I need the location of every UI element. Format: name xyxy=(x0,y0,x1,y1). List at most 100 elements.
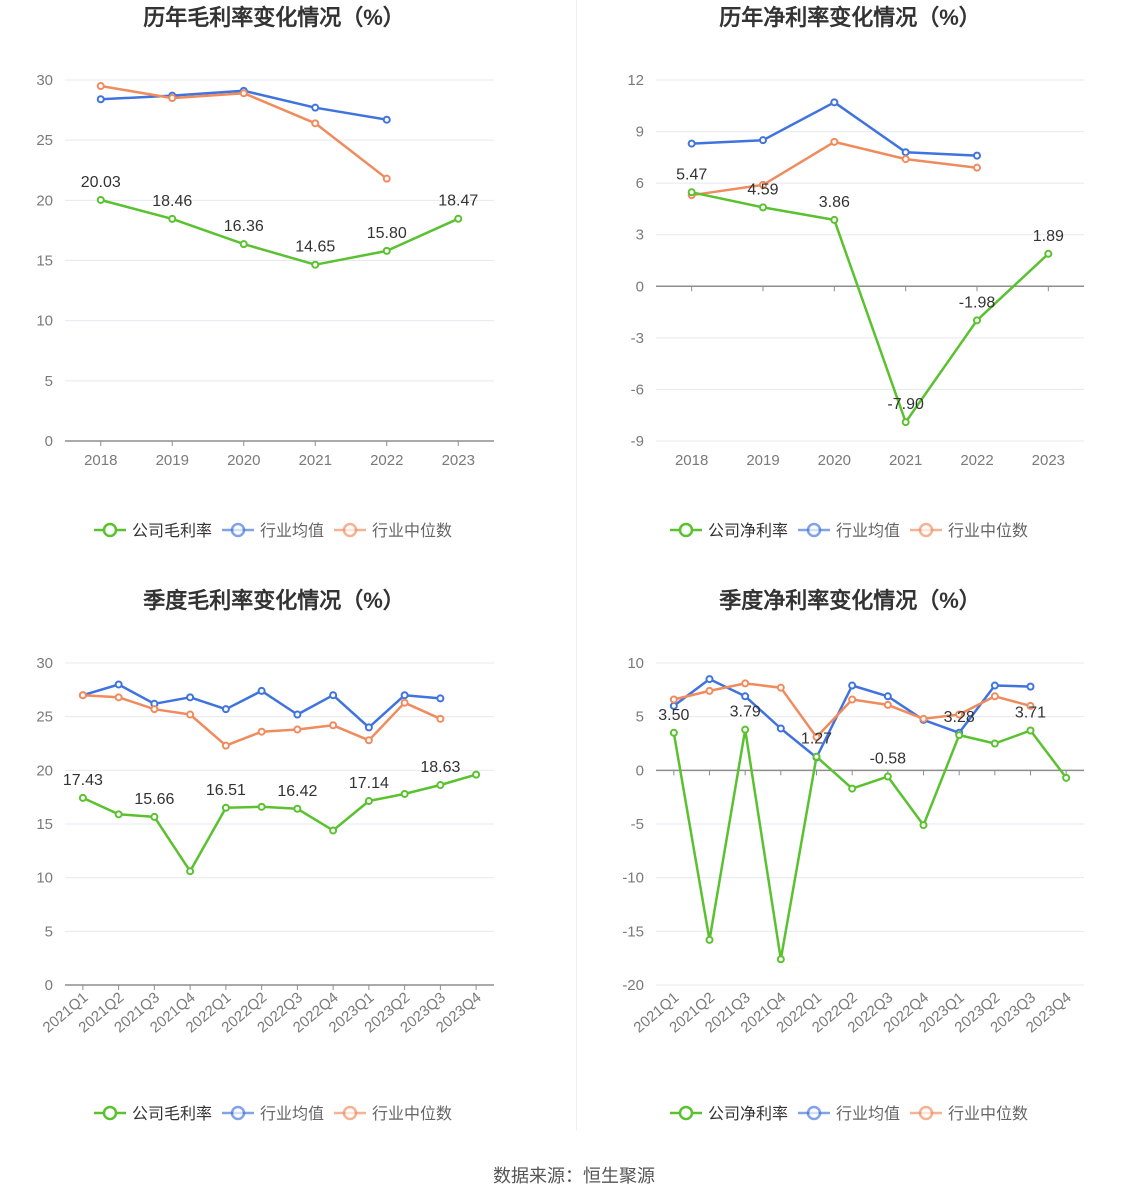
legend-marker-icon xyxy=(918,1105,934,1121)
data-point xyxy=(150,705,159,714)
legend-marker-icon xyxy=(342,1105,358,1121)
legend-marker-icon xyxy=(230,1105,246,1121)
data-point xyxy=(687,188,696,197)
legend-label: 行业中位数 xyxy=(372,1105,452,1123)
series-line-company xyxy=(82,773,477,873)
data-point xyxy=(955,731,964,740)
legend-label: 行业均值 xyxy=(836,1105,900,1123)
data-point xyxy=(901,148,910,157)
chart-quarterly-gross-margin: 季度毛利率变化情况（%） 0 5 10 15 20 25 30 2021Q1 2021Q2 2021… xyxy=(0,583,574,1166)
data-point xyxy=(705,686,714,695)
data-point xyxy=(96,82,105,91)
series-line-company xyxy=(691,191,1050,424)
legend-label: 公司净利率 xyxy=(708,1105,788,1123)
data-point xyxy=(669,728,678,737)
data-point xyxy=(382,174,391,183)
data-point xyxy=(114,693,123,702)
data-point xyxy=(239,89,248,98)
series-line-average xyxy=(673,677,1031,759)
legend-marker-icon xyxy=(678,522,694,538)
data-label: 1.89 xyxy=(1033,228,1064,245)
data-point xyxy=(382,115,391,124)
y-tick-label: 0 xyxy=(636,762,644,779)
data-point xyxy=(776,724,785,733)
data-point xyxy=(364,723,373,732)
x-tick-label: 2018 xyxy=(84,452,117,469)
series-line-median xyxy=(82,693,441,747)
y-tick-label: 10 xyxy=(36,870,53,887)
legend-item: 公司净利率 xyxy=(670,1105,788,1123)
data-point xyxy=(78,793,87,802)
data-point xyxy=(973,316,981,325)
y-tick-label: -20 xyxy=(622,977,644,994)
y-tick-label: 20 xyxy=(36,762,53,779)
series-line-company xyxy=(672,728,1068,961)
legend-marker-icon xyxy=(806,522,822,538)
x-tick-label: 2020 xyxy=(818,452,851,469)
data-point xyxy=(436,694,445,703)
x-tick-label: 2021 xyxy=(299,452,332,469)
data-point xyxy=(1044,249,1053,258)
data-point xyxy=(901,155,910,164)
x-tick-label: 2023 xyxy=(1032,452,1065,469)
data-label: 15.80 xyxy=(367,225,407,242)
data-point xyxy=(883,700,892,709)
chart-annual-net-margin: 历年净利率变化情况（%） -9 -6 -3 0 3 6 9 12 2018 2019 2020 2021… xyxy=(576,0,1148,583)
data-point xyxy=(364,736,373,745)
data-point xyxy=(186,693,195,702)
legend-label: 行业均值 xyxy=(260,1105,324,1123)
data-point xyxy=(311,260,320,269)
legend-label: 行业中位数 xyxy=(948,522,1028,540)
x-tick-label: 2020 xyxy=(227,452,260,469)
legend-marker-icon xyxy=(918,522,934,538)
x-tick-label: 2019 xyxy=(746,452,779,469)
legend-item: 公司毛利率 xyxy=(94,1105,212,1123)
data-point xyxy=(990,681,999,690)
data-point xyxy=(919,821,928,830)
data-point xyxy=(705,935,714,944)
data-label: 1.27 xyxy=(801,731,832,748)
data-label: 20.03 xyxy=(81,174,121,191)
data-point xyxy=(812,733,821,742)
data-point xyxy=(239,240,248,249)
data-point xyxy=(168,214,177,223)
data-label: 18.63 xyxy=(420,759,460,776)
data-point xyxy=(1026,701,1035,710)
y-tick-label: -9 xyxy=(631,433,644,450)
data-label: -7.90 xyxy=(887,396,924,413)
y-tick-label: 12 xyxy=(627,72,644,89)
data-point xyxy=(830,137,839,146)
x-tick-label: 2023 xyxy=(442,452,475,469)
data-label: 17.14 xyxy=(349,775,389,792)
y-tick-label: 15 xyxy=(36,253,53,270)
data-point xyxy=(293,804,302,813)
data-point xyxy=(955,710,964,719)
data-point xyxy=(1062,773,1071,782)
y-tick-label: -15 xyxy=(622,923,644,940)
data-point xyxy=(329,826,338,835)
data-point xyxy=(382,246,391,255)
legend-item: 行业均值 xyxy=(798,1105,900,1123)
data-label: 3.79 xyxy=(730,704,761,721)
x-tick-label: 2019 xyxy=(156,452,189,469)
x-tick-label: 2022 xyxy=(370,452,403,469)
data-point xyxy=(78,691,87,700)
y-tick-label: 0 xyxy=(45,977,53,994)
data-label: 16.36 xyxy=(224,218,264,235)
data-source: 数据来源：恒生聚源 xyxy=(493,1166,655,1186)
y-tick-label: 0 xyxy=(45,433,53,450)
data-point xyxy=(669,695,678,704)
y-tick-label: -10 xyxy=(622,870,644,887)
series-line-median xyxy=(100,84,388,180)
data-point xyxy=(901,418,910,427)
data-point xyxy=(741,725,750,734)
legend-marker-icon xyxy=(230,522,246,538)
legend-marker-icon xyxy=(678,1105,694,1121)
chart-svg: 历年毛利率变化情况（%） 0 5 10 15 20 25 30 2018 2019 2020 2021… xyxy=(36,5,494,540)
data-label: -1.98 xyxy=(959,294,996,311)
data-point xyxy=(472,770,481,779)
data-point xyxy=(1026,726,1035,735)
data-point xyxy=(848,681,857,690)
data-point xyxy=(741,692,750,701)
chart-title: 季度毛利率变化情况（%） xyxy=(143,588,405,613)
